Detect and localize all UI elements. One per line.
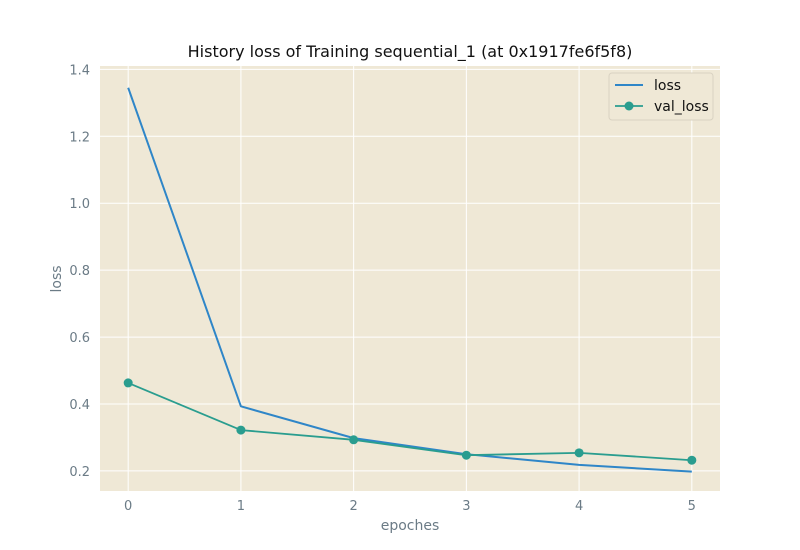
y-tick-label: 1.4 bbox=[69, 63, 90, 78]
legend: loss val_loss bbox=[608, 72, 714, 121]
series-line-loss bbox=[127, 87, 692, 473]
chart-title: History loss of Training sequential_1 (a… bbox=[188, 42, 633, 62]
x-axis-ticks: 0 1 2 3 4 5 bbox=[124, 499, 696, 514]
series-layer bbox=[123, 87, 697, 473]
plot-area bbox=[100, 66, 720, 491]
y-axis-ticks: 0.2 0.4 0.6 0.8 1.0 1.2 1.4 bbox=[69, 63, 90, 480]
data-point-val-loss bbox=[461, 450, 471, 460]
data-point-val-loss bbox=[687, 455, 697, 465]
data-point-val-loss bbox=[574, 448, 584, 458]
data-point-val-loss bbox=[236, 425, 246, 435]
y-tick-label: 0.6 bbox=[69, 331, 90, 346]
legend-label-loss: loss bbox=[654, 78, 681, 94]
y-tick-label: 1.0 bbox=[69, 197, 90, 212]
x-tick-label: 1 bbox=[237, 499, 245, 514]
x-axis-label: epoches bbox=[381, 518, 440, 534]
data-point-val-loss bbox=[349, 435, 359, 445]
gridlines bbox=[100, 66, 720, 491]
series-loss bbox=[127, 87, 692, 473]
x-tick-label: 5 bbox=[688, 499, 696, 514]
x-tick-label: 4 bbox=[575, 499, 583, 514]
legend-label-val-loss: val_loss bbox=[654, 99, 709, 115]
y-axis-label: loss bbox=[49, 265, 65, 292]
x-tick-label: 3 bbox=[462, 499, 470, 514]
x-tick-label: 0 bbox=[124, 499, 132, 514]
x-tick-label: 2 bbox=[349, 499, 357, 514]
y-tick-label: 0.8 bbox=[69, 264, 90, 279]
legend-marker-val-loss bbox=[624, 101, 634, 111]
data-point-val-loss bbox=[123, 378, 133, 388]
y-tick-label: 1.2 bbox=[69, 130, 90, 145]
y-tick-label: 0.2 bbox=[69, 465, 90, 480]
series-line-val-loss bbox=[127, 382, 692, 462]
series-val-loss bbox=[123, 378, 697, 465]
y-tick-label: 0.4 bbox=[69, 398, 90, 413]
